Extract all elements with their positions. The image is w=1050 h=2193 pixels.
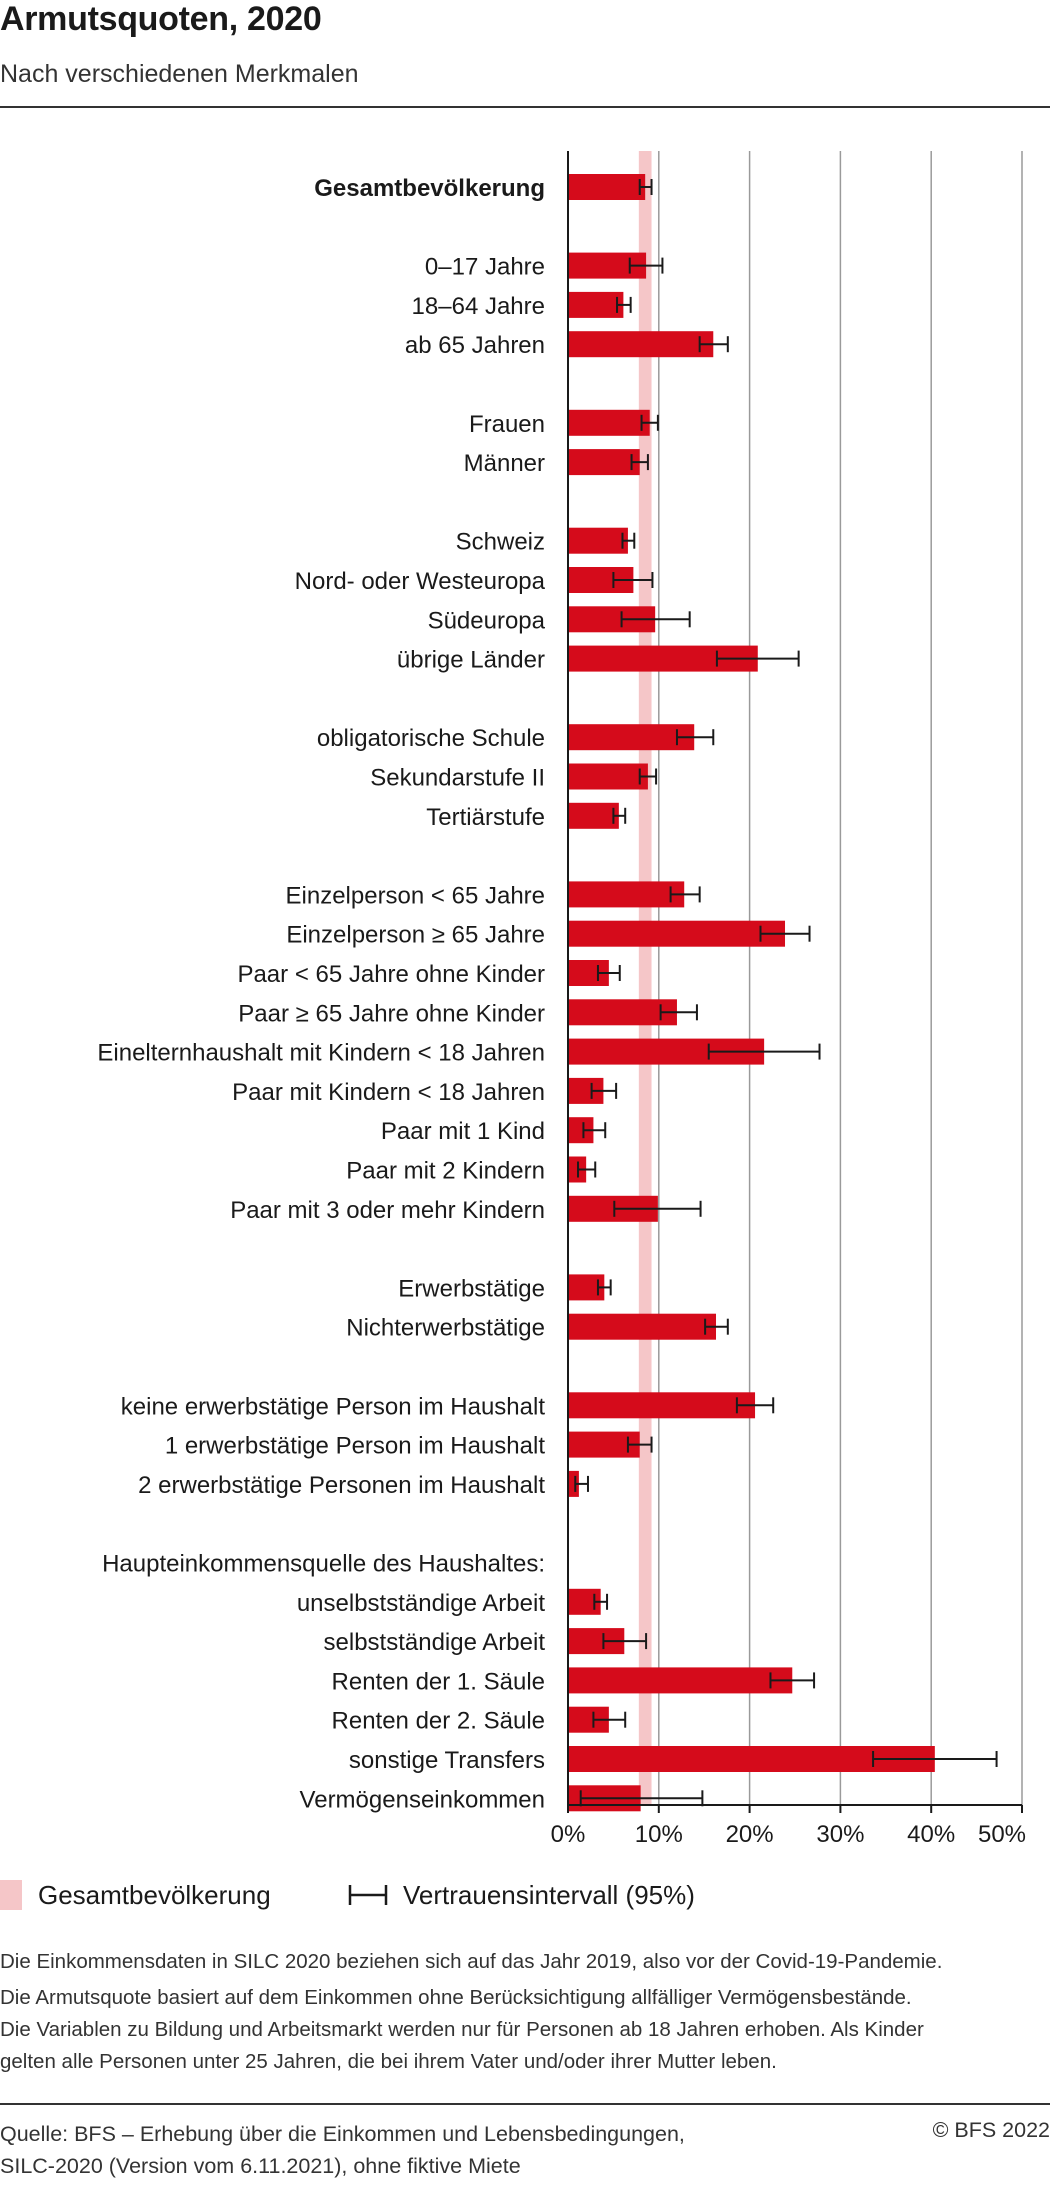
bar	[568, 763, 648, 790]
category-label: sonstige Transfers	[349, 1747, 545, 1774]
x-tick-label: 20%	[726, 1821, 774, 1848]
category-label: Renten der 2. Säule	[332, 1708, 545, 1735]
bar	[568, 1392, 756, 1419]
category-label: Paar < 65 Jahre ohne Kinder	[237, 961, 545, 988]
copyright: © BFS 2022	[932, 2118, 1050, 2142]
category-label: Einzelperson < 65 Jahre	[286, 882, 546, 909]
category-label: Tertiärstufe	[426, 804, 545, 831]
x-tick-label: 10%	[635, 1821, 683, 1848]
category-label: Vermögenseinkommen	[300, 1786, 545, 1813]
reference-band	[638, 151, 652, 1805]
category-label: 1 erwerbstätige Person im Haushalt	[165, 1433, 546, 1460]
category-label: Einzelperson ≥ 65 Jahre	[286, 922, 545, 949]
bar	[568, 724, 695, 751]
x-tick-label: 0%	[551, 1821, 586, 1848]
category-label: Sekundarstufe II	[370, 765, 545, 792]
category-label: 2 erwerbstätige Personen im Haushalt	[138, 1472, 545, 1499]
bar-chart: Gesamtbevölkerung 0–17 Jahre 18–64 Jahre ab…	[97, 151, 1026, 1848]
page-title: Armutsquoten, 2020	[0, 0, 322, 38]
category-label: Südeuropa	[428, 607, 546, 634]
source-note: Quelle: BFS – Erhebung über die Einkomme…	[0, 2118, 685, 2182]
footer-divider	[0, 2103, 1050, 2105]
bar	[568, 291, 624, 318]
note-line: Die Variablen zu Bildung und Arbeitsmark…	[0, 2018, 924, 2041]
category-label: Schweiz	[456, 529, 545, 556]
category-label: Männer	[464, 450, 545, 477]
bar	[568, 174, 646, 200]
source-line: SILC-2020 (Version vom 6.11.2021), ohne …	[0, 2154, 521, 2178]
category-label: Nord- oder Westeuropa	[295, 568, 546, 595]
category-label: Einelternhaushalt mit Kindern < 18 Jahre…	[97, 1040, 545, 1067]
category-label: ab 65 Jahren	[405, 332, 545, 359]
bar	[568, 449, 640, 476]
bar	[568, 920, 786, 947]
bar	[568, 802, 619, 829]
category-label: unselbstständige Arbeit	[297, 1590, 546, 1617]
category-label: Paar mit 2 Kindern	[346, 1158, 545, 1185]
x-tick-label: 40%	[907, 1821, 955, 1848]
legend-band-label: Gesamtbevölkerung	[38, 1880, 271, 1910]
bar	[568, 331, 714, 358]
bar	[568, 999, 677, 1026]
top-divider	[0, 106, 1050, 108]
category-label: Renten der 1. Säule	[332, 1668, 545, 1695]
category-label: Paar mit 3 oder mehr Kindern	[230, 1197, 545, 1224]
x-tick-label: 50%	[978, 1821, 1026, 1848]
category-label: keine erwerbstätige Person im Haushalt	[121, 1393, 546, 1420]
legend-band-swatch	[0, 1880, 22, 1910]
note-line: Die Armutsquote basiert auf dem Einkomme…	[0, 1986, 912, 2009]
page-subtitle: Nach verschiedenen Merkmalen	[0, 60, 359, 88]
category-label: Paar mit 1 Kind	[381, 1118, 545, 1145]
source-line: Quelle: BFS – Erhebung über die Einkomme…	[0, 2122, 685, 2146]
note-line: gelten alle Personen unter 25 Jahren, di…	[0, 2050, 777, 2073]
category-label: selbstständige Arbeit	[324, 1629, 546, 1656]
x-tick-label: 30%	[816, 1821, 864, 1848]
legend-ci-label: Vertrauensintervall (95%)	[403, 1880, 695, 1910]
category-label: Paar mit Kindern < 18 Jahren	[232, 1079, 545, 1106]
bar	[568, 1470, 579, 1497]
category-label: Erwerbstätige	[398, 1275, 545, 1302]
confidence-interval-icon	[348, 1885, 388, 1905]
category-label: Paar ≥ 65 Jahre ohne Kinder	[238, 1000, 545, 1027]
bar	[568, 1667, 793, 1694]
category-label: obligatorische Schule	[317, 725, 545, 752]
category-label: übrige Länder	[397, 647, 545, 674]
bar	[568, 881, 685, 908]
bar	[568, 1313, 717, 1340]
category-label: Nichterwerbstätige	[346, 1315, 545, 1342]
category-label: Frauen	[469, 411, 545, 438]
category-label: Gesamtbevölkerung	[314, 175, 545, 202]
bar	[568, 527, 628, 554]
bar	[568, 409, 650, 436]
note-line: Die Einkommensdaten in SILC 2020 beziehe…	[0, 1950, 943, 1973]
category-label: 18–64 Jahre	[412, 293, 545, 320]
category-label: 0–17 Jahre	[425, 254, 545, 281]
category-label: Haupteinkommensquelle des Haushaltes:	[102, 1551, 545, 1578]
